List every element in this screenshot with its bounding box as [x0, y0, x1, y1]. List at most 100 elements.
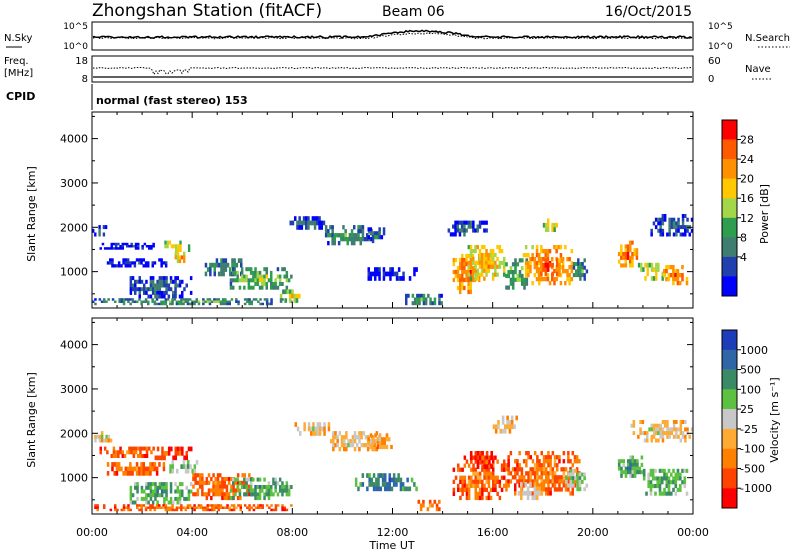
- power-cell: [465, 261, 468, 267]
- power-cell: [547, 218, 550, 224]
- velocity-cell: [459, 479, 462, 484]
- velocity-cell: [176, 468, 179, 474]
- power-cell: [160, 290, 164, 295]
- velocity-cell: [474, 491, 477, 496]
- velocity-cell: [366, 473, 369, 478]
- power-cell: [559, 281, 563, 286]
- power-cell: [230, 298, 234, 301]
- power-cell: [291, 289, 294, 295]
- power-cell: [461, 285, 464, 291]
- velocity-cell: [515, 415, 518, 421]
- velocity-cell: [438, 507, 441, 512]
- velocity-cell: [479, 459, 482, 465]
- velocity-cell: [578, 476, 582, 481]
- velocity-cell: [667, 480, 671, 485]
- velocity-cell: [688, 434, 691, 439]
- velocity-cell: [581, 479, 584, 484]
- power-cell: [233, 267, 236, 272]
- power-cell: [514, 270, 517, 275]
- velocity-cell: [576, 483, 579, 488]
- velocity-cell: [201, 480, 204, 485]
- velocity-cell: [94, 504, 97, 507]
- velocity-cell: [132, 454, 136, 458]
- power-cell: [112, 247, 116, 250]
- velocity-cell: [569, 483, 573, 488]
- velocity-colorbar-swatch: [722, 428, 737, 449]
- velocity-cell: [129, 485, 133, 490]
- power-cell: [503, 264, 506, 269]
- velocity-cell: [569, 459, 572, 464]
- velocity-cell: [629, 466, 632, 471]
- velocity-cell: [461, 491, 464, 496]
- power-cell: [422, 297, 426, 302]
- velocity-cell: [166, 506, 170, 509]
- velocity-cell: [274, 485, 277, 489]
- velocity-cell: [520, 490, 523, 496]
- velocity-cell: [377, 477, 380, 483]
- velocity-cell: [658, 480, 662, 485]
- power-cell: [518, 258, 522, 263]
- power-cell: [134, 290, 137, 295]
- power-cell: [471, 265, 475, 271]
- velocity-cell: [490, 464, 493, 469]
- velocity-cell: [553, 471, 557, 476]
- velocity-cell: [492, 455, 495, 460]
- power-cell: [119, 245, 122, 248]
- power-cell: [153, 302, 157, 306]
- velocity-cell: [483, 467, 486, 472]
- power-cell: [663, 217, 667, 222]
- velocity-cell: [526, 495, 530, 501]
- power-cell: [461, 269, 464, 275]
- power-cell: [234, 270, 237, 275]
- power-cell: [276, 285, 280, 290]
- velocity-cell: [556, 487, 559, 492]
- velocity-cell: [223, 477, 226, 482]
- nave-right-tick-top: 60: [708, 56, 721, 67]
- velocity-cell: [479, 451, 482, 456]
- velocity-cell: [551, 483, 555, 488]
- velocity-cell: [531, 483, 535, 488]
- power-cell: [427, 293, 430, 298]
- power-cell: [378, 231, 381, 236]
- power-cell: [114, 242, 118, 246]
- velocity-cell: [245, 485, 248, 489]
- power-cell: [174, 279, 177, 284]
- noise-search-trace: [92, 32, 693, 40]
- velocity-cell: [415, 486, 418, 492]
- velocity-cell: [214, 492, 217, 497]
- power-cell: [572, 262, 576, 266]
- velocity-cell: [205, 477, 209, 482]
- velocity-cell: [485, 464, 489, 469]
- velocity-cell: [283, 508, 286, 512]
- velocity-cell: [247, 477, 251, 482]
- velocity-cell: [545, 475, 548, 480]
- velocity-cell: [226, 504, 229, 507]
- velocity-cell: [659, 431, 662, 436]
- velocity-cell: [520, 482, 523, 487]
- power-cell: [284, 298, 287, 303]
- velocity-cell: [531, 459, 535, 464]
- velocity-cell: [465, 483, 469, 488]
- power-cell: [281, 267, 284, 272]
- velocity-y-axis-label: Slant Range [km]: [25, 372, 38, 468]
- velocity-cell: [560, 487, 563, 492]
- power-cell: [131, 298, 135, 301]
- velocity-cell: [270, 488, 273, 493]
- power-cell: [140, 287, 144, 292]
- velocity-cell: [375, 477, 378, 483]
- velocity-cell: [232, 488, 235, 493]
- velocity-cell: [581, 472, 584, 477]
- power-cell: [559, 253, 563, 258]
- velocity-cell: [476, 459, 480, 465]
- power-cell: [174, 255, 177, 260]
- power-cell: [622, 252, 625, 257]
- power-cell: [463, 257, 466, 263]
- velocity-cell: [474, 495, 477, 501]
- velocity-cell: [651, 468, 655, 473]
- power-cell: [491, 272, 495, 277]
- power-cell: [367, 235, 370, 240]
- power-cell: [177, 244, 180, 249]
- power-cell: [298, 225, 301, 230]
- power-cell: [452, 224, 455, 229]
- power-cell: [469, 269, 472, 275]
